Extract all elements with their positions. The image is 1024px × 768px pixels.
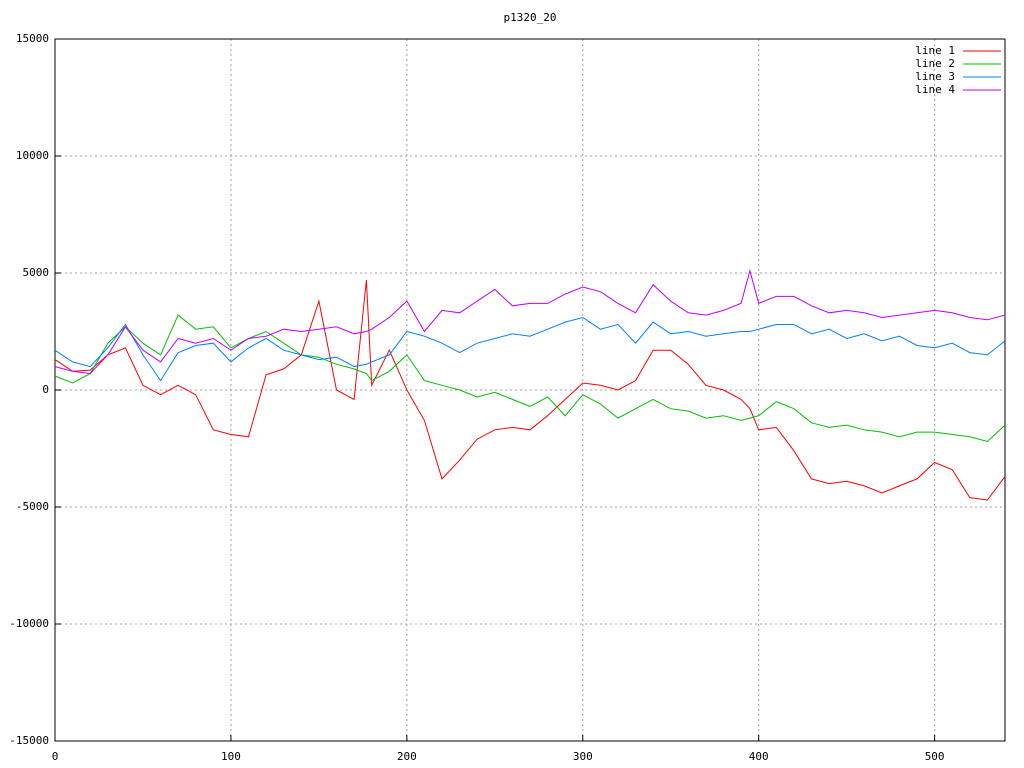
data-line: [54, 316, 1006, 382]
chart-title: p1320_20: [504, 11, 557, 24]
x-tick-label: 300: [573, 750, 593, 763]
data-line: [54, 268, 1006, 375]
y-tick-label: 5000: [23, 266, 50, 279]
y-tick-label: 10000: [16, 149, 49, 162]
x-tick-label: 500: [925, 750, 945, 763]
y-tick-label: -15000: [9, 734, 49, 747]
legend-label: line 1: [915, 44, 955, 57]
y-tick-label: -5000: [16, 500, 49, 513]
legend-label: line 4: [915, 83, 955, 96]
legend-label: line 2: [915, 57, 955, 70]
legend-label: line 3: [915, 70, 955, 83]
x-tick-label: 0: [52, 750, 59, 763]
y-tick-label: -10000: [9, 617, 49, 630]
x-tick-label: 100: [221, 750, 241, 763]
y-tick-label: 0: [42, 383, 49, 396]
data-line: [54, 279, 1006, 501]
y-tick-label: 15000: [16, 32, 49, 45]
data-line: [54, 314, 1006, 443]
x-tick-label: 400: [749, 750, 769, 763]
x-tick-label: 200: [397, 750, 417, 763]
plot-frame: [54, 38, 1006, 742]
